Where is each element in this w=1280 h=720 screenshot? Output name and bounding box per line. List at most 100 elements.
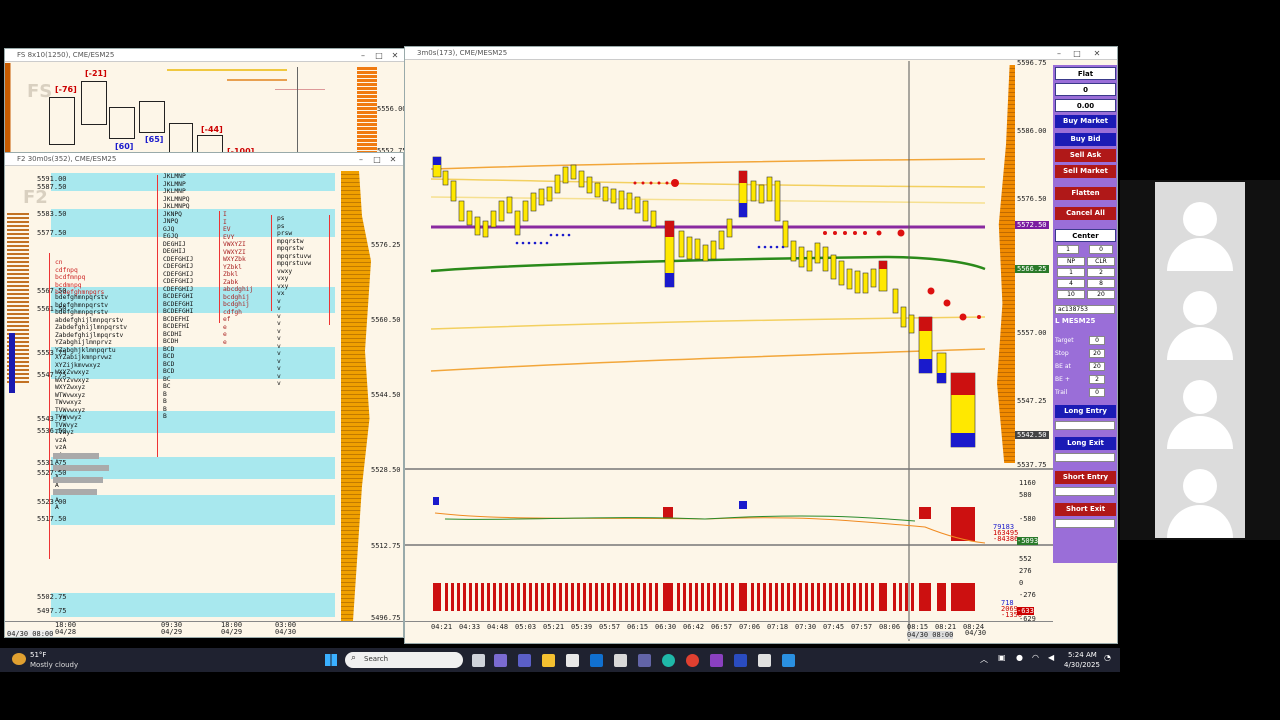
main-price-chart[interactable] [405,61,1053,641]
qty-preset[interactable]: 8 [1087,279,1115,288]
main-window-titlebar[interactable]: 3m0s(173), CME/MESM25 [405,47,1117,60]
weather-icon[interactable] [12,653,26,665]
f2-tpo-window[interactable]: F2 30m0s(352), CME/ESM25 – □ ✕ F2 cn cdf… [4,152,404,638]
short-entry-button[interactable]: Short Entry [1055,471,1116,484]
ind2-scale: 276 [1019,567,1032,575]
minimize-button[interactable]: – [1057,49,1061,58]
qty-preset[interactable]: 2 [1087,268,1115,277]
order-panel: Flat 0 0.00 Buy Market Buy Bid Sell Ask … [1053,65,1117,563]
main-chart-window[interactable]: 3m0s(173), CME/MESM25 – □ ✕ [404,46,1118,644]
main-time-label: 04:48 [487,623,509,631]
value-area-band [51,593,335,617]
fs-label: [-76] [55,85,77,94]
visual-studio-icon[interactable] [710,654,723,667]
main-time-label: 07:06 [739,623,761,631]
main-time-label: 06:57 [711,623,733,631]
tpo-price-label: 5523.00 [37,498,67,506]
maximize-button[interactable]: □ [1073,49,1081,58]
value-area-band [51,173,335,191]
qty-input[interactable]: 1 [1057,245,1079,254]
store-icon[interactable] [566,654,579,667]
target-input[interactable]: 0 [1089,336,1105,345]
sell-market-button[interactable]: Sell Market [1055,165,1116,178]
window-icon[interactable] [758,654,771,667]
tpo-column-2: JKLMNP JKLMNP JKLMNP JKLMNPQ JKLMNPQ JKN… [163,173,194,420]
maximize-button[interactable]: □ [373,155,381,164]
main-bottom-date: 04/30 08:00 [907,631,954,639]
f2-price-label: 5512.75 [371,542,401,550]
network-icon[interactable]: ▣ [998,653,1006,662]
task-view-icon[interactable] [472,654,485,667]
main-time-label: 07:30 [795,623,817,631]
qty-preset[interactable]: 1 [1057,268,1085,277]
qty-preset[interactable]: 10 [1057,290,1085,299]
fs-label: [60] [115,142,134,151]
fs-window-titlebar[interactable]: FS 8x10(1250), CME/ESM25 [5,49,405,62]
be-at-input[interactable]: 20 [1089,362,1105,371]
ind2-value-tag: -633 [1017,607,1034,615]
flatten-button[interactable]: Flatten [1055,187,1116,200]
f2-price-label: 5560.50 [371,316,401,324]
minimize-button[interactable]: – [361,51,365,60]
microphone-icon[interactable]: ● [1016,653,1023,662]
stop-input[interactable]: 20 [1089,349,1105,358]
qty-preset[interactable]: 4 [1057,279,1085,288]
trading-app-icon[interactable] [734,654,747,667]
minimize-button[interactable]: – [359,155,363,164]
app-icon[interactable] [614,654,627,667]
volume-icon[interactable]: ◀ [1048,653,1055,662]
long-entry-select[interactable] [1055,421,1115,430]
main-time-label: 06:30 [655,623,677,631]
long-exit-button[interactable]: Long Exit [1055,437,1116,450]
main-price-label: 5576.50 [1017,195,1047,203]
trail-input[interactable]: 0 [1089,388,1105,397]
tpo-price-label: 5536.50 [37,427,67,435]
tpo-range-line [157,175,158,457]
ind2-scale: 552 [1019,555,1032,563]
close-button[interactable]: ✕ [391,51,399,60]
edge-icon[interactable] [662,654,675,667]
outlook-icon[interactable] [590,654,603,667]
be-plus-input[interactable]: 2 [1089,375,1105,384]
trail-label: Trail [1055,389,1068,396]
teams-icon[interactable] [518,654,531,667]
clr-button[interactable]: CLR [1087,257,1115,266]
short-entry-select[interactable] [1055,487,1115,496]
weather-desc[interactable]: Mostly cloudy [30,661,79,669]
chrome-icon[interactable] [686,654,699,667]
start-button[interactable] [325,654,337,666]
search-box[interactable]: ⌕ Search [345,652,463,668]
be-at-label: BE at [1055,363,1071,370]
close-button[interactable]: ✕ [1093,49,1101,58]
main-window-title: 3m0s(173), CME/MESM25 [417,49,508,57]
long-exit-select[interactable] [1055,453,1115,462]
file-explorer-icon[interactable] [542,654,555,667]
center-button[interactable]: Center [1055,229,1116,242]
maximize-button[interactable]: □ [375,51,383,60]
long-entry-button[interactable]: Long Entry [1055,405,1116,418]
buy-bid-button[interactable]: Buy Bid [1055,133,1116,146]
qty-preset[interactable]: 20 [1087,290,1115,299]
clock-time[interactable]: 5:24 AM [1068,651,1097,659]
stop-label: Stop [1055,350,1069,357]
app-icon-blue[interactable] [782,654,795,667]
qty-input-2[interactable]: 0 [1089,245,1113,254]
chevron-up-icon[interactable]: ︿ [980,655,988,664]
wifi-icon[interactable]: ◠ [1032,653,1039,662]
buy-market-button[interactable]: Buy Market [1055,115,1116,128]
weather-temp[interactable]: 51°F [30,651,47,659]
account-select[interactable]: ac138753 [1055,305,1115,314]
cancel-all-button[interactable]: Cancel All [1055,207,1116,220]
clock-date[interactable]: 4/30/2025 [1064,661,1100,669]
f2-window-titlebar[interactable]: F2 30m0s(352), CME/ESM25 [5,153,403,166]
teams-icon-2[interactable] [638,654,651,667]
short-exit-select[interactable] [1055,519,1115,528]
close-button[interactable]: ✕ [389,155,397,164]
short-exit-button[interactable]: Short Exit [1055,503,1116,516]
notification-icon[interactable]: ◔ [1104,653,1111,662]
sell-ask-button[interactable]: Sell Ask [1055,149,1116,162]
copilot-icon[interactable] [494,654,507,667]
fs-chart-window[interactable]: FS 8x10(1250), CME/ESM25 – □ ✕ FS [-76] … [4,48,406,158]
np-button[interactable]: NP [1057,257,1085,266]
f2-time-axis [5,621,403,622]
